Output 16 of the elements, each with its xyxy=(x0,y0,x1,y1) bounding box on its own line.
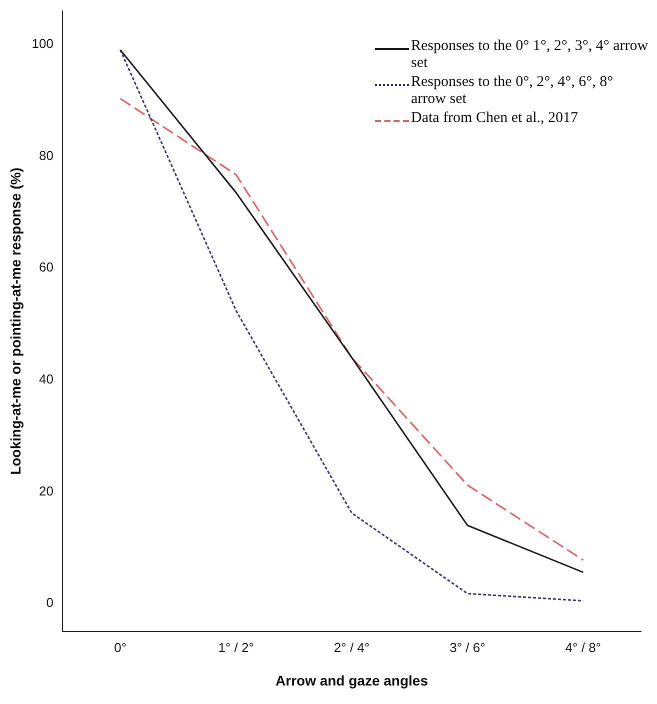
legend-label: Data from Chen et al., 2017 xyxy=(411,110,578,127)
x-tick-label: 2° / 4° xyxy=(334,640,370,655)
legend-label: Responses to the 0° 1°, 2°, 3°, 4° arrow set xyxy=(411,38,650,72)
x-axis-title: Arrow and gaze angles xyxy=(276,672,428,688)
y-tick-label: 0 xyxy=(46,595,54,610)
y-tick-label: 20 xyxy=(39,483,54,498)
x-tick-label: 1° / 2° xyxy=(218,640,254,655)
y-tick-label: 60 xyxy=(39,260,54,275)
x-tick-label: 0° xyxy=(114,640,127,655)
x-tick-label: 3° / 6° xyxy=(450,640,486,655)
y-tick-label: 100 xyxy=(32,36,54,51)
y-axis-title: Looking-at-me or pointing-at-me response (%) xyxy=(7,168,24,475)
y-tick-label: 40 xyxy=(39,372,54,386)
y-tick-label: 80 xyxy=(39,148,54,163)
x-tick-label: 4° / 8° xyxy=(565,640,601,655)
legend-label: Responses to the 0°, 2°, 4°, 6°, 8° arrow set xyxy=(411,74,614,108)
